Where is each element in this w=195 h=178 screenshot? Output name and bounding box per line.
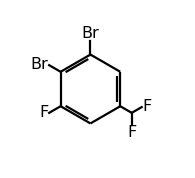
Text: Br: Br xyxy=(82,26,99,41)
Text: F: F xyxy=(127,125,136,140)
Text: F: F xyxy=(39,105,48,120)
Text: F: F xyxy=(142,99,152,114)
Text: Br: Br xyxy=(31,57,48,72)
